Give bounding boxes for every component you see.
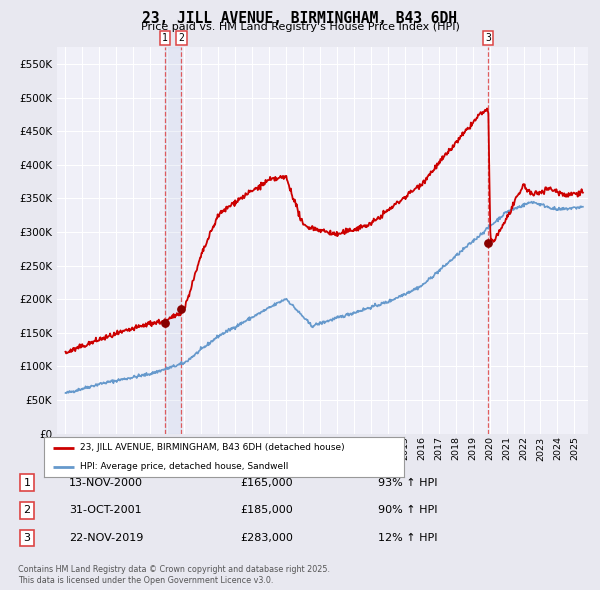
Text: 23, JILL AVENUE, BIRMINGHAM, B43 6DH: 23, JILL AVENUE, BIRMINGHAM, B43 6DH xyxy=(143,11,458,25)
Text: 13-NOV-2000: 13-NOV-2000 xyxy=(69,478,143,487)
Text: £283,000: £283,000 xyxy=(240,533,293,543)
Text: 93% ↑ HPI: 93% ↑ HPI xyxy=(378,478,437,487)
Text: £165,000: £165,000 xyxy=(240,478,293,487)
Text: 3: 3 xyxy=(23,533,31,543)
Bar xyxy=(165,47,181,434)
Text: 31-OCT-2001: 31-OCT-2001 xyxy=(69,506,142,515)
Point xyxy=(160,318,170,327)
Text: 23, JILL AVENUE, BIRMINGHAM, B43 6DH (detached house): 23, JILL AVENUE, BIRMINGHAM, B43 6DH (de… xyxy=(80,443,344,453)
Text: 2: 2 xyxy=(178,33,184,43)
Text: 1: 1 xyxy=(162,33,168,43)
Text: 22-NOV-2019: 22-NOV-2019 xyxy=(69,533,143,543)
Text: 1: 1 xyxy=(23,478,31,487)
Text: 12% ↑ HPI: 12% ↑ HPI xyxy=(378,533,437,543)
Text: HPI: Average price, detached house, Sandwell: HPI: Average price, detached house, Sand… xyxy=(80,462,288,471)
Point xyxy=(483,239,493,248)
Point xyxy=(176,304,186,314)
Text: 2: 2 xyxy=(23,506,31,515)
Text: 90% ↑ HPI: 90% ↑ HPI xyxy=(378,506,437,515)
Text: 3: 3 xyxy=(485,33,491,43)
Text: £185,000: £185,000 xyxy=(240,506,293,515)
Text: Contains HM Land Registry data © Crown copyright and database right 2025.
This d: Contains HM Land Registry data © Crown c… xyxy=(18,565,330,585)
Text: Price paid vs. HM Land Registry's House Price Index (HPI): Price paid vs. HM Land Registry's House … xyxy=(140,22,460,32)
